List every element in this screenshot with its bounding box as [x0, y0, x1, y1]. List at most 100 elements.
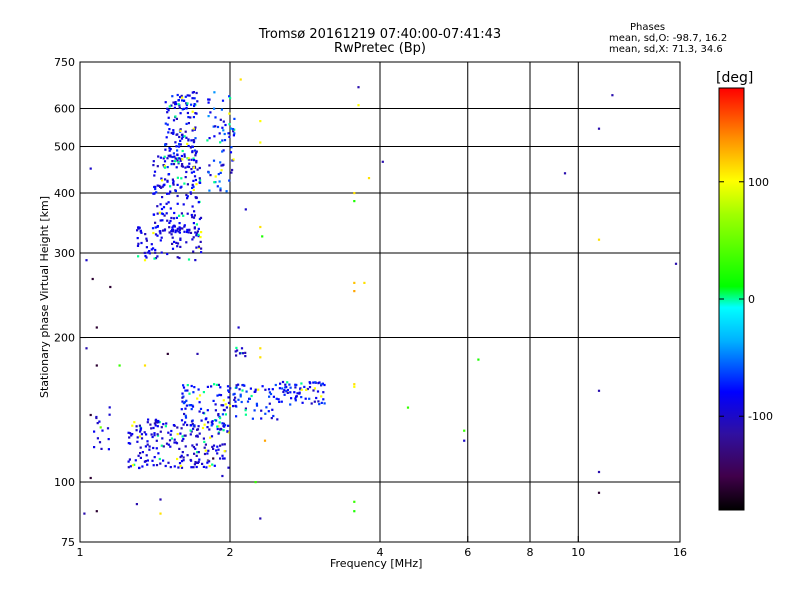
data-point — [357, 104, 360, 107]
data-point — [165, 422, 168, 425]
data-point — [235, 415, 238, 418]
data-point — [184, 421, 187, 424]
data-point — [166, 107, 169, 110]
data-point — [232, 130, 235, 133]
data-point — [204, 418, 207, 421]
data-point — [261, 385, 264, 388]
data-point — [172, 132, 175, 135]
data-point — [168, 147, 171, 150]
data-point — [176, 176, 179, 179]
data-point — [95, 326, 98, 329]
data-point — [171, 160, 174, 163]
data-point — [211, 423, 214, 426]
data-point — [182, 456, 185, 459]
data-point — [165, 136, 168, 139]
data-point — [220, 108, 223, 111]
data-point — [264, 388, 267, 391]
data-point — [215, 449, 218, 452]
data-point — [182, 423, 185, 426]
data-point — [195, 461, 198, 464]
data-point — [178, 231, 181, 234]
data-point — [240, 347, 244, 350]
data-point — [127, 431, 130, 434]
data-point — [196, 428, 200, 431]
data-point — [232, 158, 235, 161]
data-point — [188, 392, 191, 395]
data-point — [183, 230, 186, 233]
data-point — [268, 395, 271, 398]
data-point — [145, 454, 148, 457]
data-point — [179, 237, 182, 240]
data-point — [172, 183, 175, 186]
data-point — [181, 396, 184, 399]
data-point — [166, 252, 169, 256]
data-point — [270, 417, 273, 420]
data-point — [197, 201, 200, 204]
data-point — [227, 424, 230, 427]
data-point — [219, 187, 222, 190]
data-point — [233, 392, 236, 395]
data-point — [131, 464, 134, 467]
data-point — [209, 436, 212, 439]
data-point — [172, 152, 175, 155]
data-point — [192, 250, 195, 253]
data-point — [322, 391, 325, 394]
data-point — [191, 129, 194, 132]
data-point — [127, 460, 130, 463]
data-point — [192, 91, 195, 94]
data-point — [201, 426, 205, 430]
data-point — [191, 216, 194, 219]
data-point — [197, 451, 200, 454]
data-point — [156, 434, 160, 437]
x-axis-label: Frequency [MHz] — [330, 557, 423, 570]
data-point — [170, 429, 173, 433]
data-point — [188, 229, 191, 232]
data-point — [169, 219, 172, 223]
x-tick-label: 4 — [377, 546, 384, 559]
data-point — [234, 350, 237, 353]
data-point — [176, 245, 179, 248]
data-point — [197, 245, 200, 248]
data-point — [222, 399, 225, 402]
data-point — [197, 235, 200, 238]
data-point — [185, 230, 189, 234]
data-point — [190, 408, 193, 411]
data-point — [166, 192, 169, 195]
data-point — [171, 242, 174, 245]
data-point — [219, 394, 223, 397]
data-point — [196, 435, 199, 438]
data-point — [190, 213, 193, 217]
data-point — [181, 158, 184, 161]
data-point — [187, 139, 190, 142]
data-point — [300, 382, 303, 385]
data-point — [109, 285, 112, 289]
data-point — [189, 429, 192, 432]
data-point — [280, 400, 283, 403]
data-point — [244, 407, 247, 410]
data-point — [192, 127, 195, 130]
data-point — [160, 426, 163, 429]
data-point — [158, 421, 161, 424]
data-point — [219, 161, 222, 164]
data-point — [152, 160, 155, 163]
data-point — [193, 226, 196, 229]
data-point — [166, 180, 169, 183]
data-point — [146, 459, 149, 462]
data-point — [353, 500, 356, 503]
data-point — [208, 465, 211, 468]
data-point — [180, 427, 183, 430]
data-point — [203, 440, 206, 443]
y-tick-label: 300 — [54, 247, 75, 260]
data-point — [279, 382, 282, 385]
data-point — [195, 232, 198, 235]
data-point — [218, 415, 221, 418]
data-point — [192, 427, 195, 430]
data-point — [463, 439, 466, 442]
data-point — [163, 166, 167, 169]
data-point — [267, 410, 270, 413]
data-point — [176, 194, 179, 198]
data-point — [199, 179, 202, 182]
data-point — [179, 112, 182, 115]
data-point — [175, 117, 178, 120]
data-point — [320, 395, 323, 398]
